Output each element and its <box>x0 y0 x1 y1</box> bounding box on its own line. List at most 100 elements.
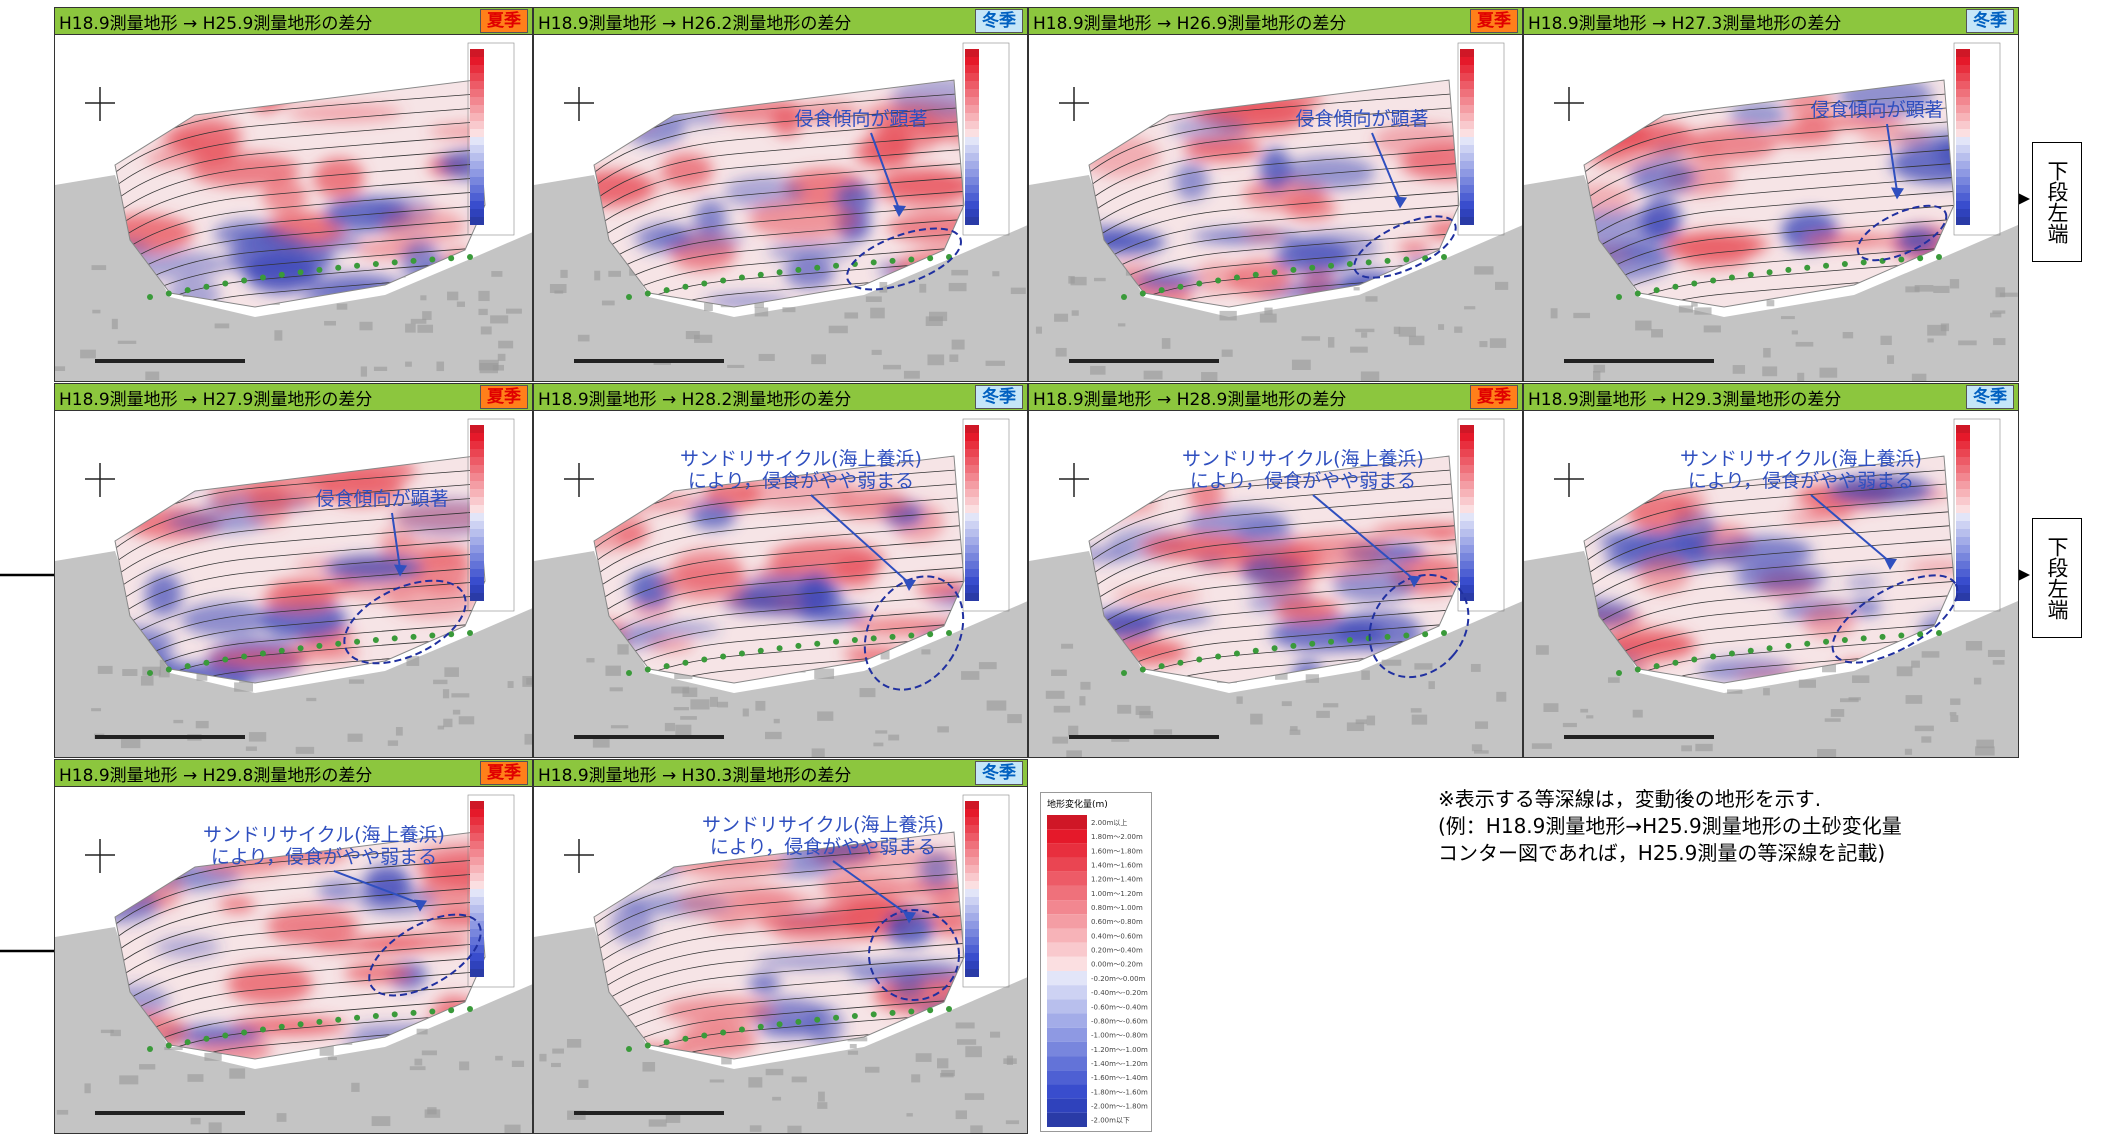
station <box>1767 645 1773 651</box>
land-texture <box>1350 347 1368 353</box>
land-texture <box>495 1056 503 1061</box>
mini-legend <box>1460 521 1474 529</box>
panel-header: H18.9測量地形 → H29.3測量地形の差分冬季 <box>1524 384 2018 411</box>
land-texture <box>1490 338 1506 348</box>
station <box>890 258 896 264</box>
land-texture <box>1532 743 1552 749</box>
land-texture <box>490 315 508 323</box>
change-blob <box>662 997 774 1024</box>
land-texture <box>1993 338 2005 345</box>
mini-legend <box>1956 553 1970 561</box>
season-label: 夏季 <box>480 9 528 33</box>
land-texture <box>139 1064 155 1069</box>
land-texture <box>970 1125 982 1133</box>
station <box>682 1036 688 1042</box>
land-texture <box>1831 709 1844 717</box>
land-texture <box>812 748 825 757</box>
land-texture <box>479 360 499 371</box>
legend-swatch <box>1047 900 1087 914</box>
station <box>429 257 435 263</box>
station <box>1196 281 1202 287</box>
change-blob <box>615 525 645 546</box>
mini-legend <box>1460 49 1474 57</box>
land-texture <box>1471 664 1481 672</box>
mini-legend <box>965 857 979 865</box>
mini-legend <box>1460 129 1474 137</box>
land-texture <box>1763 348 1771 358</box>
change-blob <box>768 242 854 260</box>
mini-legend <box>470 521 484 529</box>
land-texture <box>1409 336 1424 346</box>
legend-label: 0.00m～0.20m <box>1091 961 1143 969</box>
land-texture <box>586 658 594 662</box>
station <box>739 651 745 657</box>
change-blob <box>633 860 682 879</box>
station <box>298 645 304 651</box>
land-texture <box>1933 286 1949 293</box>
station <box>1767 269 1773 275</box>
station <box>1140 291 1146 297</box>
land-texture <box>1054 706 1070 713</box>
station <box>166 291 172 297</box>
annotation: により，侵食がやや弱まる <box>688 470 914 492</box>
scale-bar <box>95 735 245 739</box>
mini-legend <box>965 889 979 897</box>
change-blob <box>849 961 966 983</box>
station <box>1290 643 1296 649</box>
land-texture <box>1068 276 1074 284</box>
change-blob <box>80 884 161 922</box>
station <box>354 639 360 645</box>
land-texture <box>727 365 744 368</box>
legend-label: 0.20m～0.40m <box>1091 947 1143 955</box>
land-texture <box>539 1054 546 1062</box>
legend-swatch <box>1047 999 1087 1013</box>
legend-label: 0.40m～0.60m <box>1091 932 1143 940</box>
contour-map: サンドリサイクル(海上養浜)により，侵食がやや弱まる <box>1524 411 2018 757</box>
land-texture <box>1495 282 1508 290</box>
station <box>1672 660 1678 666</box>
panel-title: H18.9測量地形 → H28.9測量地形の差分 <box>1033 385 1346 410</box>
mini-legend <box>1460 545 1474 553</box>
station <box>739 1027 745 1033</box>
mini-legend <box>965 945 979 953</box>
land-texture <box>1975 746 1995 755</box>
land-texture <box>1950 698 1960 704</box>
land-texture <box>438 726 444 730</box>
mini-legend <box>1956 153 1970 161</box>
land-texture <box>952 340 965 350</box>
land-texture <box>921 649 930 654</box>
station <box>429 1009 435 1015</box>
land-texture <box>1580 709 1588 713</box>
mini-legend <box>965 425 979 433</box>
legend-swatch <box>1047 886 1087 900</box>
station <box>1804 265 1810 271</box>
mini-legend <box>470 969 484 977</box>
land-texture <box>1852 675 1869 683</box>
mini-legend <box>1956 457 1970 465</box>
panel-title: H18.9測量地形 → H28.2測量地形の差分 <box>538 385 851 410</box>
land-texture <box>774 719 780 723</box>
mini-legend <box>965 73 979 81</box>
change-blob <box>821 871 903 904</box>
mini-legend <box>1956 545 1970 553</box>
change-blob <box>185 126 235 158</box>
land-texture <box>1260 314 1277 323</box>
land-texture <box>498 341 513 349</box>
mini-legend <box>965 105 979 113</box>
mini-legend <box>1460 425 1474 433</box>
land-texture <box>1586 715 1593 718</box>
land-texture <box>1906 695 1923 704</box>
scale-bar <box>574 735 724 739</box>
mini-legend <box>965 961 979 969</box>
mini-legend <box>470 97 484 105</box>
mini-legend <box>1956 169 1970 177</box>
land-texture <box>187 1074 203 1082</box>
mini-legend <box>470 121 484 129</box>
station <box>1785 643 1791 649</box>
contour-map: サンドリサイクル(海上養浜)により，侵食がやや弱まる <box>534 787 1027 1133</box>
station <box>701 1033 707 1039</box>
scale-bar <box>1069 735 1219 739</box>
legend-label: -1.60m～-1.40m <box>1091 1074 1148 1082</box>
change-blob <box>1736 669 1810 682</box>
station <box>1880 634 1886 640</box>
